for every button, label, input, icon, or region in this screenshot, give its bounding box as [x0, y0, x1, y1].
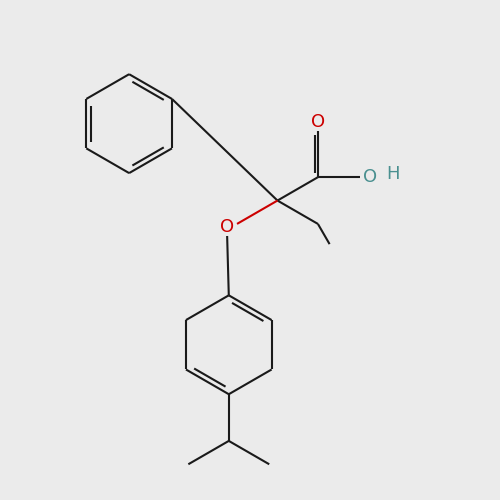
Text: O: O	[220, 218, 234, 236]
Text: O: O	[311, 114, 325, 132]
Text: H: H	[386, 166, 400, 184]
Text: O: O	[363, 168, 377, 186]
